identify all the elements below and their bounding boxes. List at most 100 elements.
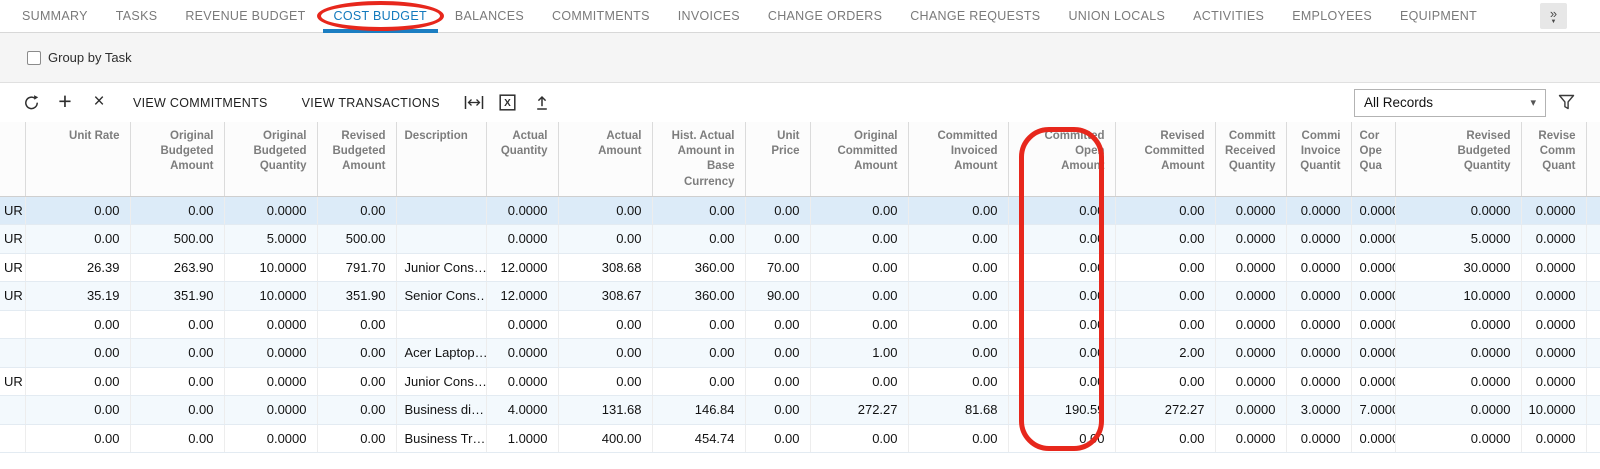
cell-original-budgeted-amount[interactable]: 0.00 [130, 196, 224, 225]
table-row[interactable]: 0.000.000.00000.00Business di…4.0000131.… [0, 396, 1600, 425]
cell-committed-received-quantity[interactable]: 0.0000 [1215, 396, 1286, 425]
column-header-unit-price[interactable]: Unit Price [745, 122, 810, 196]
cell-unit-price[interactable]: 0.00 [745, 196, 810, 225]
cell-revised-budgeted-quantity[interactable]: 0.0000 [1395, 367, 1521, 396]
cell-description[interactable]: Senior Cons… [396, 282, 486, 311]
add-row-button[interactable]: + [48, 88, 82, 118]
cell-committed-received-quantity[interactable]: 0.0000 [1215, 282, 1286, 311]
cell-currency[interactable] [0, 339, 25, 368]
table-row[interactable]: UR0.00500.005.0000500.000.00000.000.000.… [0, 225, 1600, 254]
column-header-committed-received-quantity[interactable]: Committ Received Quantity [1215, 122, 1286, 196]
filter-settings-button[interactable] [1546, 93, 1586, 112]
table-row[interactable]: UR35.19351.9010.0000351.90Senior Cons…12… [0, 282, 1600, 311]
column-header-revised-committed-amount[interactable]: Revised Committed Amount [1115, 122, 1215, 196]
cell-original-budgeted-quantity[interactable]: 10.0000 [224, 253, 317, 282]
cell-actual-quantity[interactable]: 12.0000 [486, 282, 558, 311]
cell-original-committed-amount[interactable]: 0.00 [810, 424, 908, 453]
cell-actual-amount[interactable]: 308.68 [558, 253, 652, 282]
cell-revised-committed-amount[interactable]: 0.00 [1115, 282, 1215, 311]
cell-hist-actual-amount-in-base-currency[interactable]: 360.00 [652, 282, 745, 311]
cell-unit-price[interactable]: 0.00 [745, 367, 810, 396]
cell-currency[interactable] [0, 424, 25, 453]
column-header-committed-invoiced-quantity[interactable]: Commi Invoice Quantit [1286, 122, 1351, 196]
cell-unit-rate[interactable]: 35.19 [25, 282, 130, 311]
cell-revised-budgeted-amount[interactable]: 0.00 [317, 424, 396, 453]
cell-committed-received-quantity[interactable]: 0.0000 [1215, 253, 1286, 282]
cell-committed-open-amount[interactable]: 0.00 [1008, 225, 1115, 254]
cell-unit-price[interactable]: 0.00 [745, 225, 810, 254]
cell-committed-invoiced-amount[interactable]: 0.00 [908, 339, 1008, 368]
cell-revised-budgeted-amount[interactable]: 0.00 [317, 339, 396, 368]
cell-original-budgeted-amount[interactable]: 351.90 [130, 282, 224, 311]
cell-committed-invoiced-amount[interactable]: 0.00 [908, 225, 1008, 254]
cell-actual-amount[interactable]: 400.00 [558, 424, 652, 453]
cell-actual-quantity[interactable]: 12.0000 [486, 253, 558, 282]
tab-invoices[interactable]: INVOICES [664, 0, 754, 33]
cell-revised-budgeted-quantity[interactable]: 0.0000 [1395, 424, 1521, 453]
column-header-committed-open-quantity[interactable]: Cor Ope Qua [1351, 122, 1395, 196]
cell-actual-amount[interactable]: 0.00 [558, 196, 652, 225]
cell-original-committed-amount[interactable]: 272.27 [810, 396, 908, 425]
cell-committed-open-amount[interactable]: 0.00 [1008, 310, 1115, 339]
cell-unit-rate[interactable]: 0.00 [25, 367, 130, 396]
cell-hist-actual-amount-in-base-currency[interactable]: 360.00 [652, 253, 745, 282]
delete-row-button[interactable]: × [82, 88, 116, 118]
cell-committed-open-quantity[interactable]: 0.0000 [1351, 196, 1395, 225]
cell-hist-actual-amount-in-base-currency[interactable]: 0.00 [652, 310, 745, 339]
column-header-revised-budgeted-amount[interactable]: Revised Budgeted Amount [317, 122, 396, 196]
cell-original-budgeted-quantity[interactable]: 0.0000 [224, 367, 317, 396]
tab-summary[interactable]: SUMMARY [8, 0, 102, 33]
cell-committed-open-amount[interactable]: 0.00 [1008, 253, 1115, 282]
cell-currency[interactable] [0, 396, 25, 425]
column-header-actual-amount[interactable]: Actual Amount [558, 122, 652, 196]
column-header-currency[interactable] [0, 122, 25, 196]
cell-unit-price[interactable]: 0.00 [745, 310, 810, 339]
cell-committed-open-amount[interactable]: 0.00 [1008, 339, 1115, 368]
cell-revised-budgeted-amount[interactable]: 791.70 [317, 253, 396, 282]
column-header-committed-invoiced-amount[interactable]: Committed Invoiced Amount [908, 122, 1008, 196]
cell-committed-open-quantity[interactable]: 0.0000 [1351, 310, 1395, 339]
cell-clipped-column[interactable] [1586, 196, 1600, 225]
cell-revised-budgeted-amount[interactable]: 0.00 [317, 310, 396, 339]
cell-actual-quantity[interactable]: 0.0000 [486, 367, 558, 396]
cell-original-budgeted-amount[interactable]: 0.00 [130, 310, 224, 339]
cell-currency[interactable]: UR [0, 225, 25, 254]
column-header-hist-actual-amount-in-base-currency[interactable]: Hist. Actual Amount in Base Currency [652, 122, 745, 196]
column-header-original-committed-amount[interactable]: Original Committed Amount [810, 122, 908, 196]
view-commitments-button[interactable]: VIEW COMMITMENTS [116, 88, 285, 118]
cell-hist-actual-amount-in-base-currency[interactable]: 0.00 [652, 339, 745, 368]
cell-actual-amount[interactable]: 131.68 [558, 396, 652, 425]
cell-original-budgeted-amount[interactable]: 0.00 [130, 339, 224, 368]
column-header-original-budgeted-amount[interactable]: Original Budgeted Amount [130, 122, 224, 196]
cell-committed-invoiced-quantity[interactable]: 3.0000 [1286, 396, 1351, 425]
cell-description[interactable] [396, 310, 486, 339]
cell-committed-received-quantity[interactable]: 0.0000 [1215, 367, 1286, 396]
cell-revised-budgeted-quantity[interactable]: 10.0000 [1395, 282, 1521, 311]
refresh-button[interactable] [14, 88, 48, 118]
cell-original-committed-amount[interactable]: 0.00 [810, 253, 908, 282]
cell-clipped-column[interactable] [1586, 424, 1600, 453]
upload-button[interactable] [525, 88, 559, 118]
cell-clipped-column[interactable] [1586, 253, 1600, 282]
cell-currency[interactable] [0, 310, 25, 339]
cell-committed-invoiced-quantity[interactable]: 0.0000 [1286, 196, 1351, 225]
cell-revised-committed-amount[interactable]: 0.00 [1115, 310, 1215, 339]
cell-committed-open-amount[interactable]: 190.59 [1008, 396, 1115, 425]
cell-committed-invoiced-quantity[interactable]: 0.0000 [1286, 367, 1351, 396]
cell-revised-committed-quantity[interactable]: 0.0000 [1521, 339, 1586, 368]
cell-committed-invoiced-amount[interactable]: 0.00 [908, 424, 1008, 453]
cell-committed-received-quantity[interactable]: 0.0000 [1215, 310, 1286, 339]
cell-clipped-column[interactable] [1586, 310, 1600, 339]
column-header-description[interactable]: Description [396, 122, 486, 196]
cell-revised-committed-quantity[interactable]: 0.0000 [1521, 310, 1586, 339]
cell-committed-invoiced-quantity[interactable]: 0.0000 [1286, 282, 1351, 311]
column-header-revised-committed-quantity[interactable]: Revise Comm Quant [1521, 122, 1586, 196]
tab-employees[interactable]: EMPLOYEES [1278, 0, 1386, 33]
cell-original-budgeted-quantity[interactable]: 0.0000 [224, 339, 317, 368]
cell-original-committed-amount[interactable]: 0.00 [810, 310, 908, 339]
tab-overflow-button[interactable]: » ▼ [1540, 3, 1567, 29]
records-filter-select[interactable]: All Records ▾ [1354, 89, 1546, 117]
cell-actual-quantity[interactable]: 0.0000 [486, 310, 558, 339]
cell-revised-committed-amount[interactable]: 2.00 [1115, 339, 1215, 368]
cell-committed-received-quantity[interactable]: 0.0000 [1215, 339, 1286, 368]
